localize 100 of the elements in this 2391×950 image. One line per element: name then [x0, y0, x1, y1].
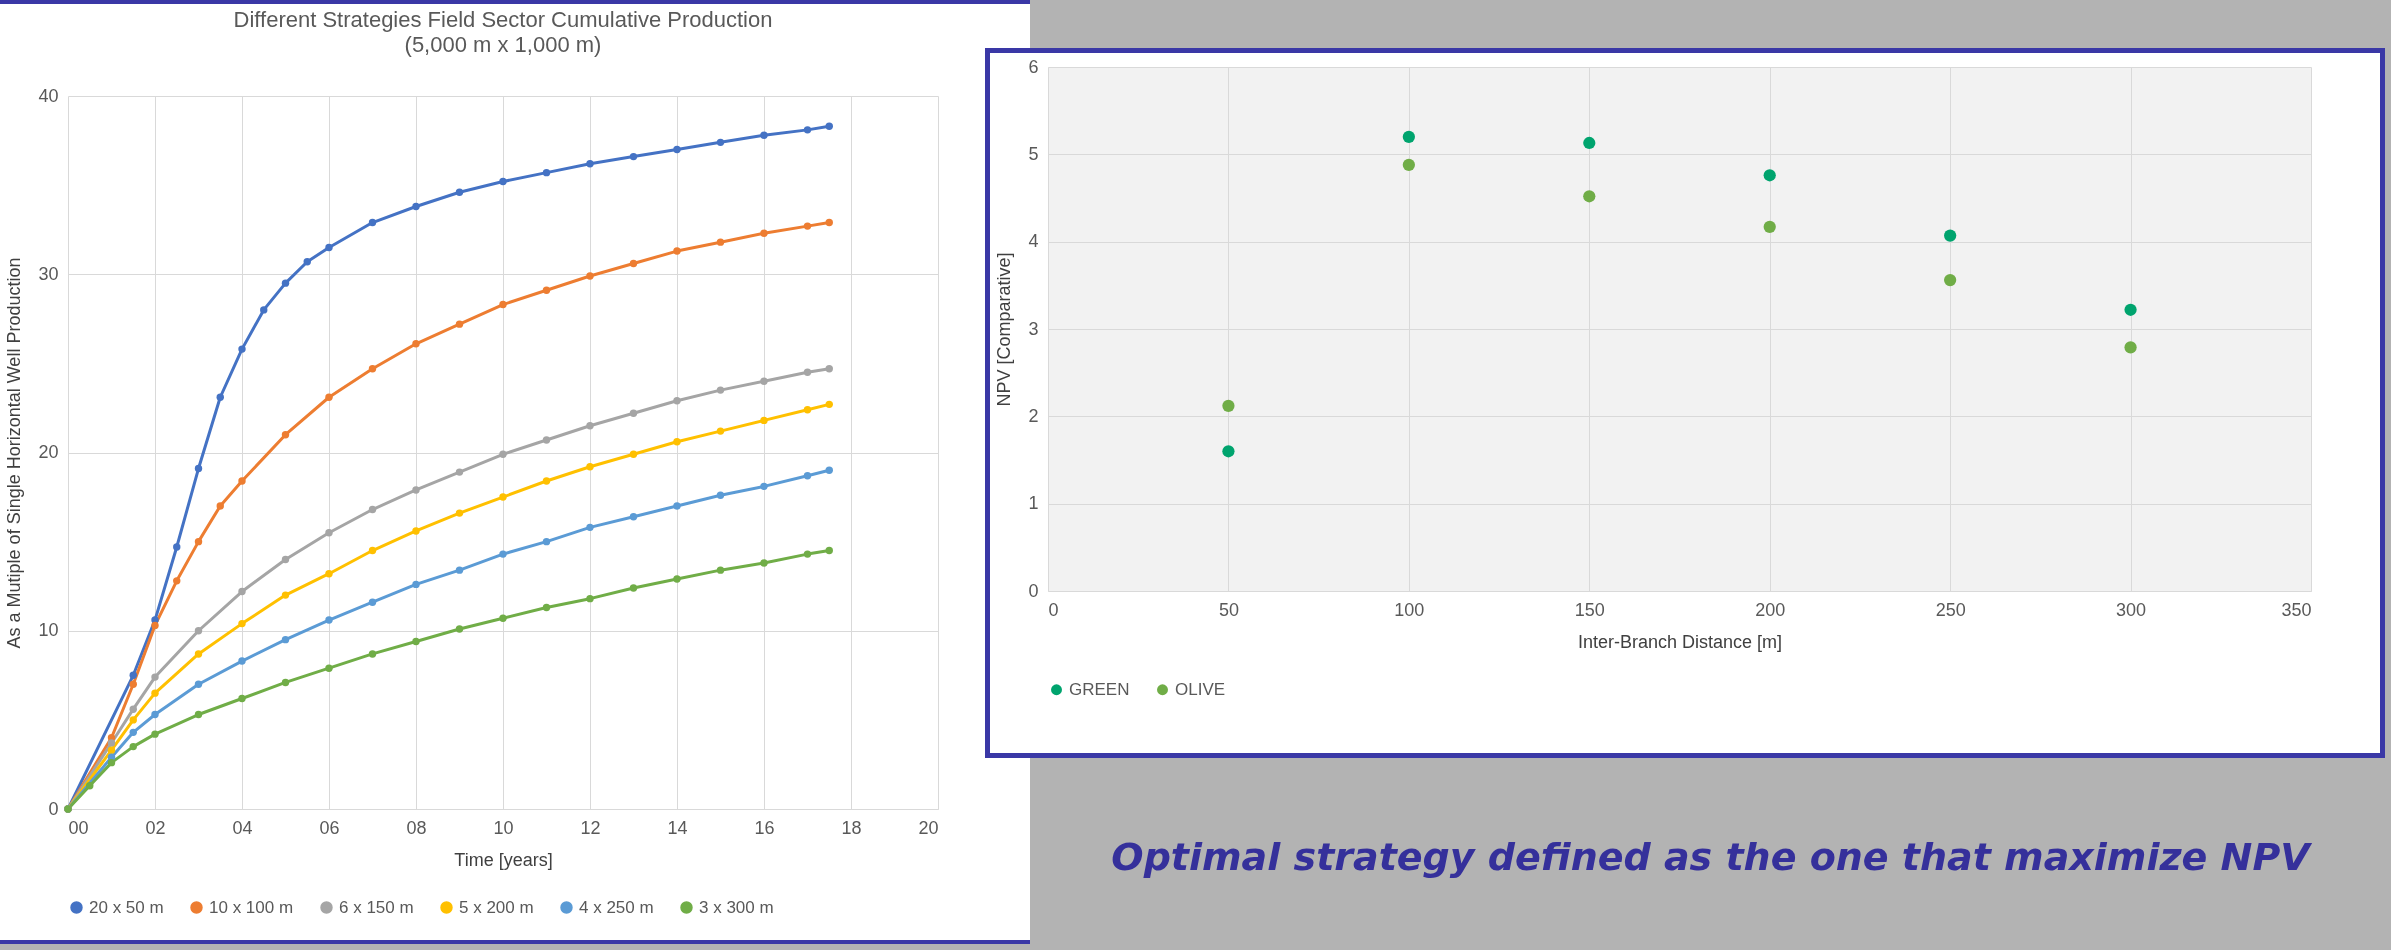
x-axis-title: Time [years] — [454, 849, 553, 870]
chart-subtitle: (5,000 m x 1,000 m) — [404, 32, 602, 57]
y-tick-label: 1 — [1028, 493, 1039, 514]
y-axis-title: NPV [Comparative] — [994, 252, 1015, 407]
y-axis-title: As a Mutiple of Single Horizontal Well Production — [4, 257, 25, 649]
point — [303, 258, 311, 266]
point — [629, 584, 638, 592]
point — [216, 393, 224, 401]
point — [760, 416, 768, 425]
point — [455, 320, 464, 328]
point — [107, 758, 116, 767]
y-tick-label: 0 — [1028, 580, 1039, 601]
text: Optimal strategy defined as the one that maximize NPV — [1110, 835, 2313, 879]
point — [716, 491, 725, 499]
point — [368, 505, 377, 514]
x-tick-label: 16 — [754, 817, 775, 838]
point — [825, 365, 833, 373]
x-tick-label: 02 — [145, 817, 166, 838]
point — [325, 529, 333, 537]
point — [542, 603, 551, 612]
point — [194, 650, 203, 658]
point — [325, 393, 333, 401]
point — [499, 493, 507, 501]
y-tick-label: 6 — [1028, 56, 1039, 77]
point — [412, 580, 420, 589]
y-tick-label: 10 — [38, 620, 59, 641]
point — [151, 689, 159, 697]
point — [586, 523, 594, 532]
point — [325, 243, 333, 252]
point — [455, 509, 464, 517]
point — [455, 566, 464, 574]
point — [368, 365, 377, 373]
point — [281, 555, 290, 564]
point — [325, 570, 333, 578]
legend-label: OLIVE — [1175, 679, 1226, 699]
point — [673, 438, 681, 446]
point — [151, 730, 159, 738]
x-tick-label: 0 — [1048, 599, 1059, 620]
point — [368, 546, 377, 555]
point — [760, 559, 768, 567]
point — [325, 616, 333, 624]
point — [260, 306, 268, 314]
point — [151, 621, 159, 630]
legend-label: 6 x 150 m — [339, 897, 414, 917]
point — [825, 466, 833, 475]
point — [803, 368, 812, 376]
x-tick-label: 10 — [493, 817, 514, 838]
y-tick-label: 5 — [1028, 143, 1039, 164]
point — [542, 168, 551, 177]
point — [760, 131, 768, 139]
chart-title: Different Strategies Field Sector Cumulative Production — [233, 7, 773, 32]
x-tick-label: 04 — [232, 817, 253, 838]
point — [325, 664, 333, 672]
x-tick-label: 08 — [406, 817, 427, 838]
point — [673, 247, 681, 255]
point — [194, 464, 203, 473]
point — [673, 397, 681, 405]
point — [86, 782, 94, 790]
point — [151, 710, 159, 719]
point — [673, 145, 681, 154]
point — [368, 218, 377, 227]
point — [716, 427, 725, 435]
point — [281, 591, 290, 599]
point — [129, 728, 137, 737]
point — [194, 627, 203, 635]
point — [238, 657, 246, 665]
x-tick-label: 350 — [2281, 599, 2312, 620]
point — [499, 550, 507, 558]
point — [194, 537, 203, 546]
x-tick-label: 150 — [1574, 599, 1605, 620]
point — [629, 259, 638, 268]
point — [412, 486, 420, 494]
x-tick-label: 18 — [841, 817, 862, 838]
point — [281, 635, 290, 644]
point — [673, 502, 681, 510]
point — [129, 742, 137, 751]
x-axis-title: Inter-Branch Distance [m] — [1577, 631, 1783, 652]
point — [368, 598, 377, 606]
point — [107, 739, 116, 747]
point — [542, 286, 551, 294]
point — [281, 279, 290, 287]
point — [194, 680, 203, 688]
point — [129, 671, 137, 680]
point — [716, 566, 725, 574]
point — [803, 550, 812, 558]
point — [542, 477, 551, 485]
point — [586, 594, 594, 603]
point — [629, 409, 638, 417]
point — [412, 340, 420, 348]
point — [281, 678, 290, 687]
y-tick-label: 4 — [1028, 231, 1039, 252]
point — [825, 218, 833, 227]
y-tick-label: 40 — [38, 85, 59, 106]
y-tick-label: 2 — [1028, 405, 1039, 426]
y-tick-label: 3 — [1028, 318, 1039, 339]
y-tick-label: 0 — [48, 798, 59, 819]
x-tick-label: 12 — [580, 817, 601, 838]
legend-label: 10 x 100 m — [209, 897, 294, 917]
point — [629, 450, 638, 458]
point — [129, 705, 137, 713]
